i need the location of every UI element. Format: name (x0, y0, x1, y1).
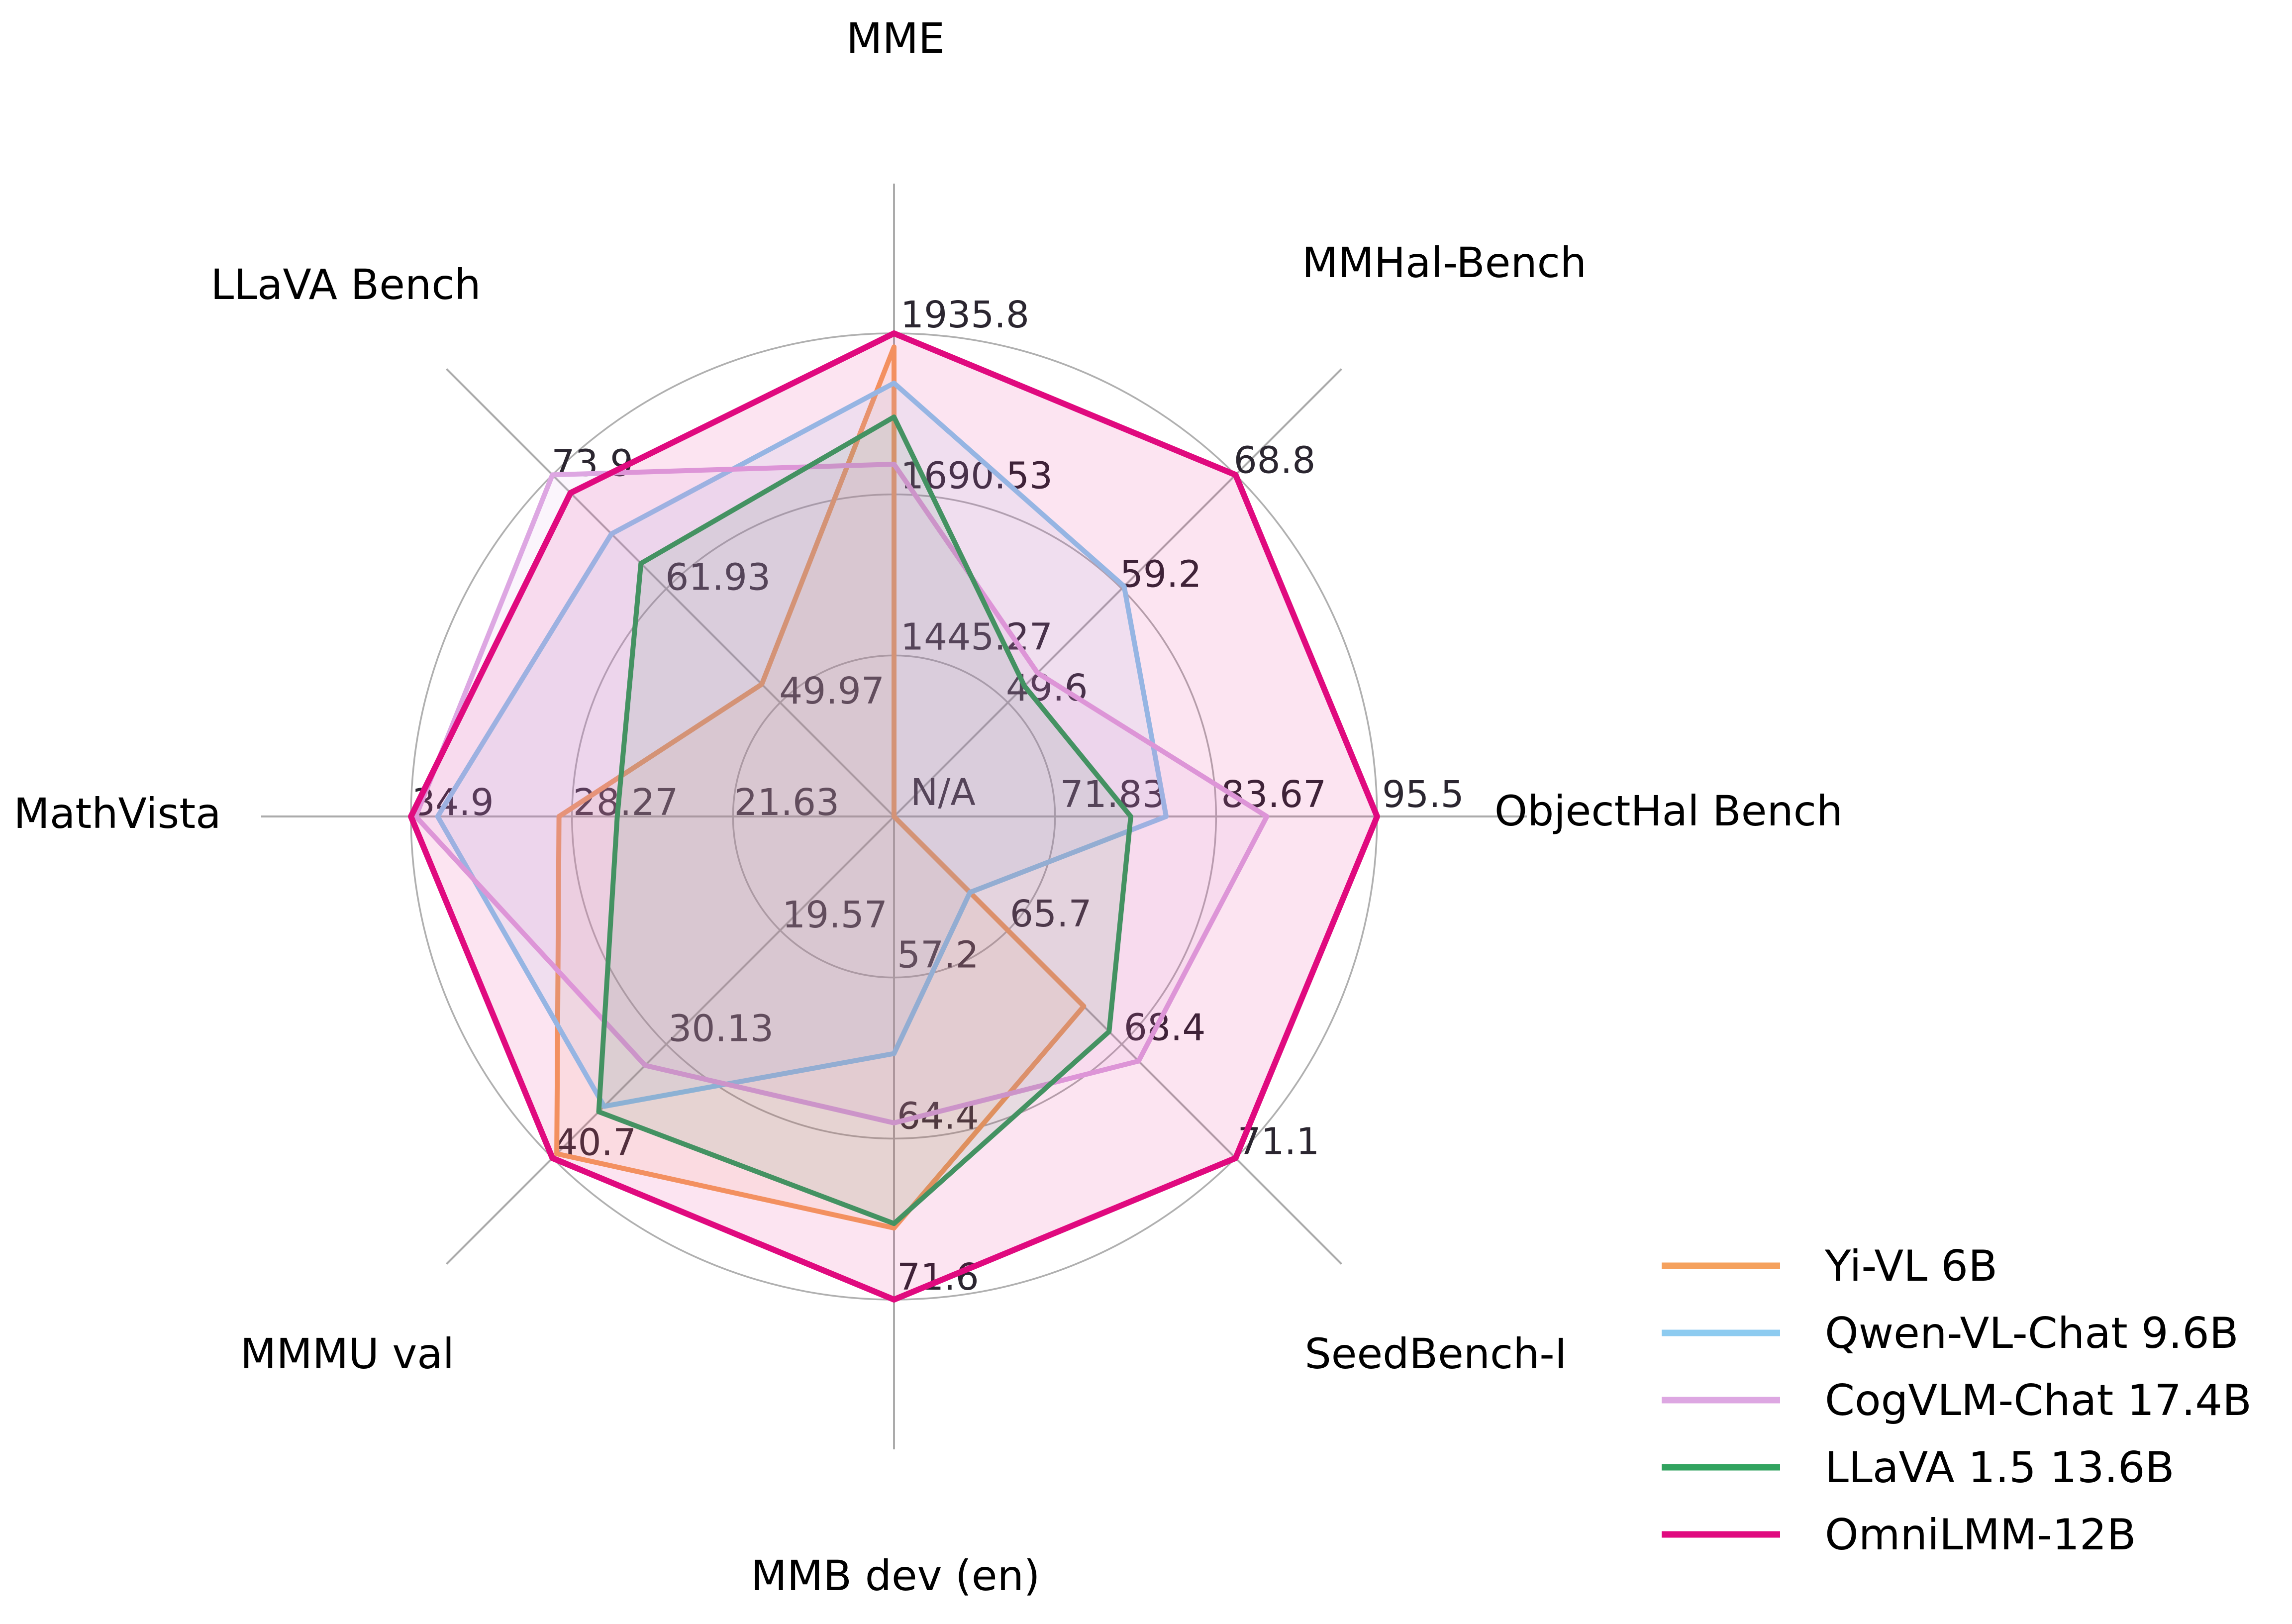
legend-item-label-llava-1-5-13-6b: LLaVA 1.5 13.6B (1825, 1443, 2175, 1493)
legend: Yi-VL 6B Qwen-VL-Chat 9.6B CogVLM-Chat 17.… (1662, 1241, 2252, 1560)
axis-spoke-mmhal-bench (893, 368, 1342, 817)
axis-spoke-llava-bench (446, 368, 895, 817)
legend-item-cogvlm-chat-17-4b: CogVLM-Chat 17.4B (1662, 1376, 2252, 1425)
axis-title-mmhal-bench: MMHal-Bench (1302, 238, 1587, 287)
tick-label-objecthal-bench-center: N/A (910, 771, 976, 814)
legend-item-label-cogvlm-chat-17-4b: CogVLM-Chat 17.4B (1825, 1376, 2252, 1425)
tick-label-seedbench-i-0: 65.7 (1010, 893, 1092, 935)
tick-label-mme-1: 1690.53 (900, 455, 1053, 498)
tick-label-mmmu-val-0: 19.57 (782, 894, 888, 936)
axis-spoke-mmmu-val (446, 815, 895, 1265)
tick-label-llava-bench-0: 49.97 (779, 670, 885, 712)
axis-title-mme: MME (846, 14, 945, 63)
series-polygon-cogvlm-chat-17-4b (413, 461, 1270, 1125)
axis-title-llava-bench: LLaVA Bench (210, 260, 481, 309)
series-polygon-qwen-vl-chat-9-6b (435, 381, 1169, 1109)
legend-item-label-yi-vl-6b: Yi-VL 6B (1824, 1241, 1997, 1291)
tick-label-objecthal-bench-2: 95.5 (1382, 773, 1464, 816)
legend-item-llava-1-5-13-6b: LLaVA 1.5 13.6B (1662, 1443, 2175, 1493)
tick-label-mmmu-val-1: 30.13 (668, 1008, 774, 1050)
legend-item-qwen-vl-chat-9-6b: Qwen-VL-Chat 9.6B (1662, 1309, 2239, 1358)
axis-title-seedbench-i: SeedBench-I (1304, 1329, 1567, 1378)
series-polygon-yi-vl-6b (554, 344, 1087, 1231)
axis-title-mmmu-val: MMMU val (240, 1329, 454, 1378)
tick-label-mmhal-bench-1: 59.2 (1120, 553, 1202, 596)
tick-label-mme-2: 1935.8 (900, 294, 1029, 336)
legend-item-label-omnilmm-12b: OmniLMM-12B (1825, 1510, 2136, 1560)
axis-title-mathvista: MathVista (13, 789, 221, 838)
tick-label-mathvista-0: 21.63 (734, 781, 839, 824)
axis-title-objecthal-bench: ObjectHal Bench (1495, 787, 1843, 835)
series-polygon-llava-1-5-13-6b (596, 414, 1133, 1226)
legend-item-label-qwen-vl-chat-9-6b: Qwen-VL-Chat 9.6B (1825, 1309, 2239, 1358)
tick-label-llava-bench-1: 61.93 (665, 556, 771, 599)
tick-label-objecthal-bench-1: 83.67 (1221, 773, 1326, 816)
series-polygons (408, 330, 1380, 1303)
legend-item-yi-vl-6b: Yi-VL 6B (1662, 1241, 1997, 1291)
tick-label-llava-bench-2: 73.9 (551, 442, 633, 485)
tick-label-mathvista-1: 28.27 (573, 781, 679, 824)
series-polygon-omnilmm-12b (408, 330, 1380, 1303)
tick-label-mmhal-bench-2: 68.8 (1234, 439, 1316, 482)
tick-label-mme-0: 1445.27 (900, 615, 1053, 658)
axis-titles: MME MMHal-Bench ObjectHal Bench SeedBench-I… (13, 14, 1843, 1600)
axis-title-mmb-dev-en: MMB dev (en) (751, 1551, 1040, 1600)
legend-item-omnilmm-12b: OmniLMM-12B (1662, 1510, 2136, 1560)
